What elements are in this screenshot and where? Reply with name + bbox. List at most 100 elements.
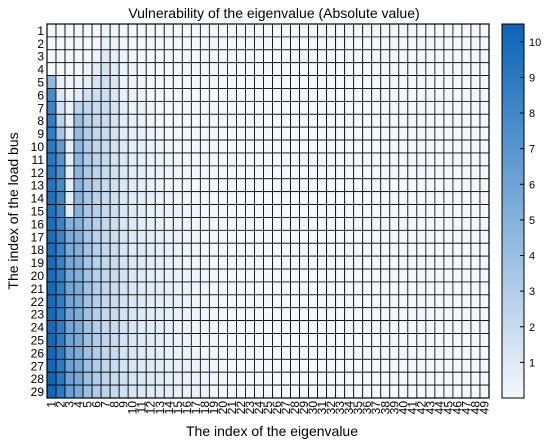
heatmap-cell [443, 88, 454, 102]
heatmap-cell [434, 217, 445, 231]
heatmap-cell [344, 333, 355, 347]
heatmap-cell [199, 358, 210, 373]
heatmap-cell [479, 204, 490, 218]
heatmap-cell [362, 49, 373, 64]
heatmap-cell [127, 75, 138, 89]
heatmap-cell [172, 294, 183, 309]
heatmap-cell [190, 100, 201, 115]
heatmap-cell [55, 152, 66, 167]
heatmap-cell [245, 268, 255, 283]
heatmap-cell [389, 100, 400, 115]
heatmap-cell [398, 178, 409, 193]
heatmap-cell [425, 242, 436, 257]
heatmap-cell [353, 346, 364, 360]
heatmap-cell [172, 281, 183, 296]
heatmap-cell [470, 62, 481, 76]
heatmap-cell [335, 88, 346, 102]
heatmap-cell [136, 49, 147, 64]
heatmap-cell [254, 113, 264, 128]
y-tick-label: 23 [31, 308, 45, 322]
heatmap-cell [443, 294, 454, 309]
heatmap-cell [452, 242, 463, 257]
heatmap-cell [227, 88, 237, 102]
heatmap-cell [479, 126, 490, 141]
heatmap-cell [181, 113, 192, 128]
heatmap-cell [299, 88, 309, 102]
y-tick-label: 15 [31, 205, 45, 219]
heatmap-cell [470, 229, 481, 244]
heatmap-cell [190, 178, 201, 193]
heatmap-cell [272, 242, 282, 257]
heatmap-cell [254, 229, 264, 244]
heatmap-cell [443, 281, 454, 296]
heatmap-cell [199, 100, 210, 115]
heatmap-cell [254, 139, 264, 154]
heatmap-cell [118, 229, 129, 244]
heatmap-cell [272, 294, 282, 309]
heatmap-cell [335, 320, 346, 334]
heatmap-cell [109, 333, 120, 347]
heatmap-cell [181, 217, 192, 231]
heatmap-cell [172, 62, 183, 76]
heatmap-cell [163, 165, 174, 180]
heatmap-cell [245, 75, 255, 89]
heatmap-cell [425, 178, 436, 193]
heatmap-cell [227, 294, 237, 309]
heatmap-cell [380, 294, 391, 309]
heatmap-cell [208, 75, 219, 89]
heatmap-cell [55, 204, 66, 218]
x-tick-label: 1 [45, 401, 59, 408]
heatmap-cell [317, 320, 328, 334]
heatmap-cell [172, 320, 183, 334]
heatmap-cell [217, 165, 228, 180]
heatmap-cell [407, 165, 418, 180]
heatmap-cell [335, 242, 346, 257]
heatmap-cell [82, 346, 93, 360]
heatmap-cell [145, 229, 156, 244]
heatmap-cell [64, 268, 75, 283]
heatmap-cell [82, 242, 93, 257]
heatmap-cell [154, 281, 165, 296]
heatmap-cell [353, 36, 364, 51]
heatmap-cell [425, 358, 436, 373]
x-tick-label: 17 [189, 401, 203, 415]
heatmap-cell [172, 333, 183, 347]
heatmap-cell [317, 371, 328, 386]
heatmap-cell [245, 139, 255, 154]
heatmap-cell [344, 49, 355, 64]
heatmap-cell [335, 371, 346, 386]
heatmap-cell [254, 281, 264, 296]
heatmap-cell [190, 333, 201, 347]
heatmap-cell [109, 49, 120, 64]
heatmap-cell [479, 242, 490, 257]
heatmap-cell [272, 165, 282, 180]
heatmap-cell [245, 307, 255, 322]
heatmap-cell [263, 333, 273, 347]
heatmap-cell [73, 113, 84, 128]
heatmap-cell [55, 320, 66, 334]
heatmap-cell [199, 255, 210, 270]
heatmap-cell [443, 217, 454, 231]
heatmap-cell [172, 139, 183, 154]
heatmap-cell [163, 62, 174, 76]
y-tick-label: 6 [37, 88, 44, 102]
heatmap-cell [208, 126, 219, 141]
heatmap-cell [470, 36, 481, 51]
heatmap-cell [172, 113, 183, 128]
heatmap-cell [362, 371, 373, 386]
heatmap-cell [344, 36, 355, 51]
heatmap-cell [118, 268, 129, 283]
y-tick-label: 29 [31, 385, 45, 399]
heatmap-cell [254, 36, 264, 51]
heatmap-cell [389, 152, 400, 167]
heatmap-cell [434, 139, 445, 154]
heatmap-cell [64, 204, 75, 218]
y-tick-label: 27 [31, 359, 45, 373]
heatmap-cell [217, 217, 228, 231]
heatmap-cell [263, 281, 273, 296]
heatmap-cell [407, 36, 418, 51]
heatmap-cell [136, 88, 147, 102]
heatmap-cell [272, 281, 282, 296]
heatmap-cell [118, 320, 129, 334]
heatmap-cell [308, 294, 319, 309]
